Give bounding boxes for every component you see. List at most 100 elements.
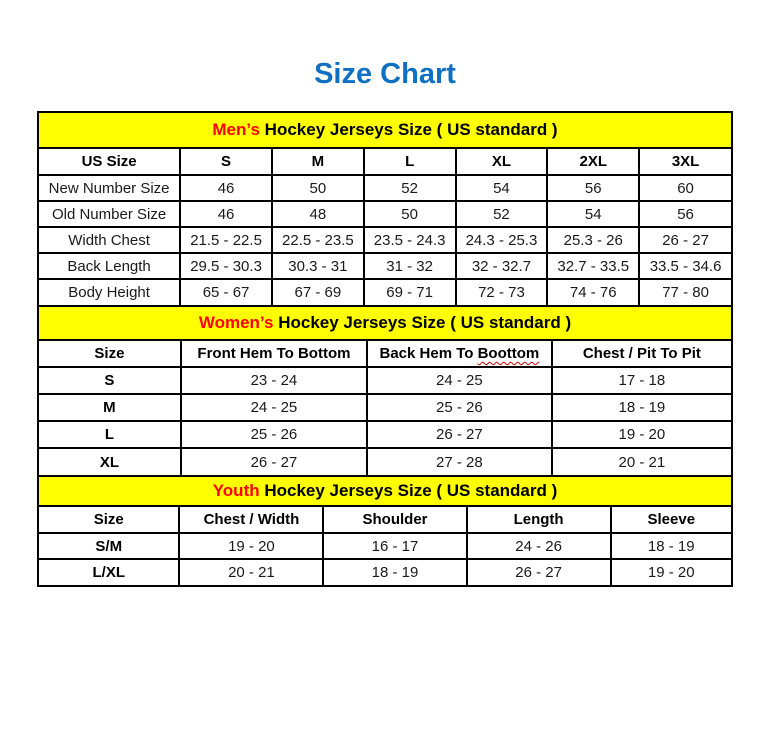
size-cell: 46 [179, 200, 273, 228]
size-cell: 69 - 71 [362, 278, 457, 305]
size-cell: 27 - 28 [366, 447, 553, 475]
size-cell: 26 - 27 [638, 226, 731, 254]
size-cell: 74 - 76 [546, 278, 641, 305]
mens-header-row: US Size S M L XL 2XL 3XL [39, 149, 731, 176]
size-cell: 46 [179, 174, 273, 202]
size-cell: 19 - 20 [609, 558, 731, 585]
row-label: Width Chest [39, 226, 182, 254]
size-cell: 26 - 27 [465, 558, 612, 585]
table-row: L/XL 20 - 21 18 - 19 26 - 27 19 - 20 [39, 558, 731, 585]
size-cell: 23 - 24 [179, 366, 369, 395]
size-cell: 20 - 21 [178, 558, 325, 585]
size-cell: 52 [454, 200, 549, 228]
column-header: 2XL [546, 149, 641, 176]
size-cell: 52 [362, 174, 457, 202]
size-cell: 67 - 69 [270, 278, 365, 305]
size-cell: 16 - 17 [322, 532, 468, 560]
row-label: L [39, 420, 182, 449]
column-header: Chest / Width [178, 507, 325, 534]
table-row: M 24 - 25 25 - 26 18 - 19 [39, 393, 731, 422]
table-row: New Number Size 46 50 52 54 56 60 [39, 174, 731, 202]
size-cell: 24 - 25 [366, 366, 553, 395]
youth-header-row: Size Chest / Width Shoulder Length Sleev… [39, 507, 731, 534]
size-cell: 22.5 - 23.5 [270, 226, 365, 254]
size-cell: 50 [362, 200, 457, 228]
youth-section-title: Hockey Jerseys Size ( US standard ) [264, 481, 558, 500]
size-cell: 18 - 19 [550, 393, 731, 422]
size-cell: 24 - 25 [179, 393, 369, 422]
size-cell: 31 - 32 [362, 252, 457, 280]
column-header: Front Hem To Bottom [179, 341, 369, 368]
table-row: XL 26 - 27 27 - 28 20 - 21 [39, 447, 731, 475]
page-title: Size Chart [314, 58, 456, 90]
youth-size-table: Size Chest / Width Shoulder Length Sleev… [39, 507, 731, 585]
row-label: S/M [39, 532, 181, 560]
column-header: Chest / Pit To Pit [550, 341, 731, 368]
size-cell: 24 - 26 [465, 532, 612, 560]
size-cell: 23.5 - 24.3 [362, 226, 457, 254]
row-label: New Number Size [39, 174, 182, 202]
womens-header-row: Size Front Hem To Bottom Back Hem To Boo… [39, 341, 731, 368]
mens-section-accent: Men’s [212, 120, 260, 139]
size-cell: 21.5 - 22.5 [179, 226, 273, 254]
mens-section-header: Men’s Hockey Jerseys Size ( US standard … [39, 113, 731, 149]
size-cell: 25 - 26 [366, 393, 553, 422]
womens-section-accent: Women’s [198, 313, 274, 332]
misspelled-word: Boottom [477, 345, 540, 362]
column-header: S [179, 149, 273, 176]
column-header: XL [454, 149, 549, 176]
size-cell: 25 - 26 [179, 420, 369, 449]
size-cell: 56 [546, 174, 641, 202]
size-cell: 24.3 - 25.3 [454, 226, 549, 254]
column-header: M [270, 149, 365, 176]
table-row: S 23 - 24 24 - 25 17 - 18 [39, 366, 731, 395]
womens-section-title: Hockey Jerseys Size ( US standard ) [278, 313, 572, 332]
column-header: Sleeve [609, 507, 731, 534]
size-cell: 19 - 20 [178, 532, 325, 560]
table-row: Old Number Size 46 48 50 52 54 56 [39, 200, 731, 228]
row-label: L/XL [39, 558, 181, 585]
row-label: XL [39, 447, 182, 475]
size-cell: 77 - 80 [638, 278, 731, 305]
column-header: US Size [39, 149, 182, 176]
size-cell: 54 [546, 200, 641, 228]
column-header: Length [465, 507, 612, 534]
table-row: Back Length 29.5 - 30.3 30.3 - 31 31 - 3… [39, 252, 731, 280]
size-cell: 32.7 - 33.5 [546, 252, 641, 280]
mens-size-table: US Size S M L XL 2XL 3XL New Number Size… [39, 149, 731, 305]
size-cell: 18 - 19 [609, 532, 731, 560]
size-cell: 65 - 67 [179, 278, 273, 305]
row-label: M [39, 393, 182, 422]
table-row: L 25 - 26 26 - 27 19 - 20 [39, 420, 731, 449]
size-cell: 50 [270, 174, 365, 202]
size-cell: 30.3 - 31 [270, 252, 365, 280]
mens-section-title: Hockey Jerseys Size ( US standard ) [264, 120, 558, 139]
column-header: L [362, 149, 457, 176]
size-cell: 18 - 19 [322, 558, 468, 585]
womens-section-header: Women’s Hockey Jerseys Size ( US standar… [39, 305, 731, 341]
size-cell: 32 - 32.7 [454, 252, 549, 280]
size-cell: 60 [638, 174, 731, 202]
size-cell: 26 - 27 [366, 420, 553, 449]
size-cell: 26 - 27 [179, 447, 369, 475]
size-cell: 20 - 21 [550, 447, 731, 475]
size-cell: 25.3 - 26 [546, 226, 641, 254]
size-cell: 72 - 73 [454, 278, 549, 305]
table-row: Body Height 65 - 67 67 - 69 69 - 71 72 -… [39, 278, 731, 305]
row-label: Body Height [39, 278, 182, 305]
youth-section-header: Youth Hockey Jerseys Size ( US standard … [39, 475, 731, 507]
size-cell: 48 [270, 200, 365, 228]
size-cell: 19 - 20 [550, 420, 731, 449]
size-cell: 54 [454, 174, 549, 202]
size-cell: 56 [638, 200, 731, 228]
column-header: Shoulder [322, 507, 468, 534]
size-cell: 17 - 18 [550, 366, 731, 395]
size-cell: 33.5 - 34.6 [638, 252, 731, 280]
table-row: S/M 19 - 20 16 - 17 24 - 26 18 - 19 [39, 532, 731, 560]
column-header: Size [39, 341, 182, 368]
column-header-text: Back Hem To [379, 345, 474, 362]
column-header: Size [39, 507, 181, 534]
womens-size-table: Size Front Hem To Bottom Back Hem To Boo… [39, 341, 731, 475]
row-label: Back Length [39, 252, 182, 280]
youth-section-accent: Youth [212, 481, 260, 500]
